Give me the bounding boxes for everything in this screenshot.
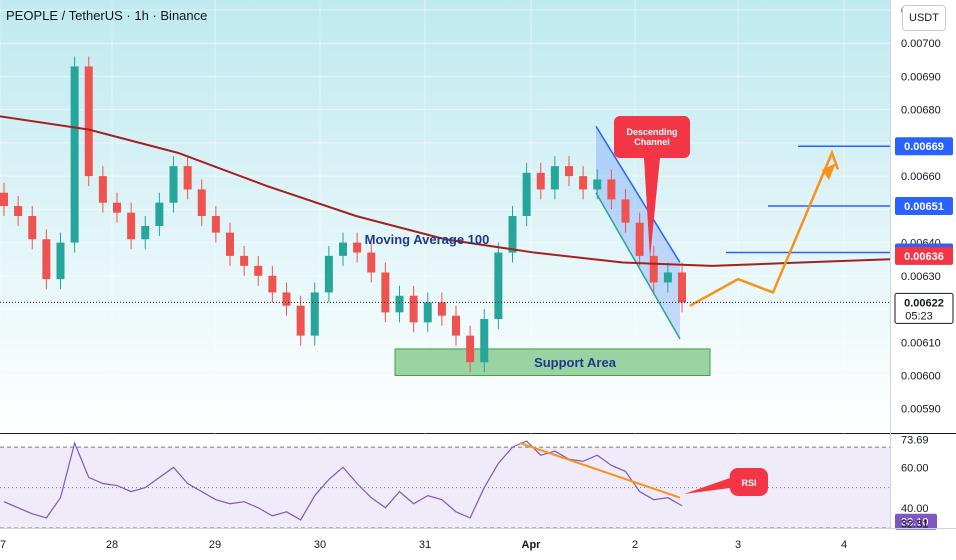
candle bbox=[565, 166, 573, 177]
rsi-trendline bbox=[519, 442, 681, 499]
price-tick-label: 0.00690 bbox=[901, 71, 941, 83]
price-tick-label: 0.00600 bbox=[901, 371, 941, 383]
candle bbox=[84, 66, 93, 177]
support-area bbox=[394, 348, 711, 377]
currency-button[interactable]: USDT bbox=[902, 5, 946, 31]
x-tick-label: Apr bbox=[522, 539, 542, 551]
price-tick-label: 0.00700 bbox=[901, 38, 941, 50]
rsi-tick-label: 32.31 bbox=[901, 518, 929, 530]
candle bbox=[395, 295, 404, 313]
candle bbox=[522, 172, 531, 216]
candle bbox=[155, 202, 164, 226]
x-tick-label: 27 bbox=[0, 539, 6, 551]
rsi-tick-label: 60.00 bbox=[901, 462, 929, 474]
candle bbox=[113, 202, 121, 213]
support-area-label: Support Area bbox=[534, 355, 617, 370]
x-tick-label: 28 bbox=[106, 539, 118, 551]
rsi-tick-label: 73.69 bbox=[901, 435, 929, 447]
rsi-callout-text: RSI bbox=[741, 478, 756, 488]
candle bbox=[14, 206, 23, 216]
x-tick-label: 30 bbox=[314, 539, 326, 551]
callout-text: Descending bbox=[626, 127, 677, 137]
candle bbox=[678, 272, 686, 303]
candle bbox=[226, 232, 234, 256]
candle bbox=[127, 212, 136, 240]
candle bbox=[353, 242, 362, 253]
candle bbox=[607, 179, 616, 200]
candle bbox=[452, 315, 460, 336]
candle bbox=[621, 199, 630, 223]
candle bbox=[0, 192, 8, 207]
candle bbox=[381, 272, 390, 313]
candle bbox=[593, 179, 602, 190]
candle bbox=[282, 292, 291, 306]
price-label: 0.00622 bbox=[904, 297, 944, 309]
candle bbox=[183, 166, 192, 190]
candle bbox=[141, 225, 150, 240]
price-label: 0.00636 bbox=[904, 251, 944, 263]
rsi-callout bbox=[684, 467, 768, 496]
candle bbox=[254, 265, 263, 276]
price-label: 0.00651 bbox=[904, 201, 944, 213]
callout-text: Channel bbox=[634, 137, 670, 147]
moving-average-line bbox=[0, 115, 891, 267]
candle bbox=[70, 66, 79, 243]
candle bbox=[409, 295, 418, 323]
channel-upper bbox=[595, 125, 681, 263]
candle bbox=[663, 272, 672, 283]
x-tick-label: 4 bbox=[841, 539, 847, 551]
candle bbox=[98, 176, 107, 203]
projection-path bbox=[689, 149, 840, 307]
candle bbox=[466, 335, 475, 363]
channel-lower bbox=[595, 192, 681, 340]
candle bbox=[635, 222, 644, 256]
candle bbox=[324, 255, 333, 293]
candle bbox=[508, 216, 517, 253]
candle bbox=[649, 255, 658, 283]
candle bbox=[536, 172, 545, 190]
candle bbox=[28, 216, 37, 240]
symbol-title: PEOPLE / TetherUS · 1h · Binance bbox=[6, 8, 208, 23]
candle bbox=[579, 176, 588, 190]
candle bbox=[423, 302, 432, 323]
x-tick-label: 29 bbox=[209, 539, 221, 551]
candle bbox=[480, 319, 489, 363]
rsi-tick-label: 33.10 bbox=[901, 517, 929, 529]
candle bbox=[494, 252, 503, 320]
price-tick-label: 0.00660 bbox=[901, 171, 941, 183]
candle bbox=[339, 242, 347, 256]
countdown-label: 05:23 bbox=[905, 310, 933, 322]
candle bbox=[437, 302, 446, 316]
price-label-box bbox=[895, 137, 953, 156]
price-tick-label: 0.00680 bbox=[901, 105, 941, 117]
x-tick-label: 2 bbox=[632, 539, 638, 551]
candle bbox=[310, 292, 319, 336]
price-label-box bbox=[895, 197, 953, 216]
rsi-value-box bbox=[895, 513, 937, 530]
candle bbox=[367, 252, 376, 273]
candle bbox=[240, 255, 249, 266]
x-tick-label: 3 bbox=[735, 539, 741, 551]
descending-channel-callout bbox=[614, 116, 690, 258]
candle bbox=[268, 275, 277, 293]
candle bbox=[296, 305, 305, 336]
projection-arrowhead bbox=[822, 163, 836, 180]
price-label: 0.00669 bbox=[904, 141, 944, 153]
candle bbox=[197, 189, 206, 216]
rsi-tick-label: 40.00 bbox=[901, 503, 929, 515]
candle bbox=[550, 166, 559, 190]
price-tick-label: 0.00590 bbox=[901, 404, 941, 416]
candle bbox=[169, 166, 178, 203]
price-tick-label: 0.00630 bbox=[901, 271, 941, 283]
x-tick-label: 31 bbox=[419, 539, 431, 551]
candle bbox=[211, 216, 220, 233]
candle bbox=[42, 239, 51, 280]
candle bbox=[56, 242, 65, 280]
price-tick-label: 0.00610 bbox=[901, 337, 941, 349]
price-label-box bbox=[895, 246, 953, 265]
moving-average-label: Moving Average 100 bbox=[365, 232, 490, 247]
price-label-box bbox=[894, 292, 954, 324]
